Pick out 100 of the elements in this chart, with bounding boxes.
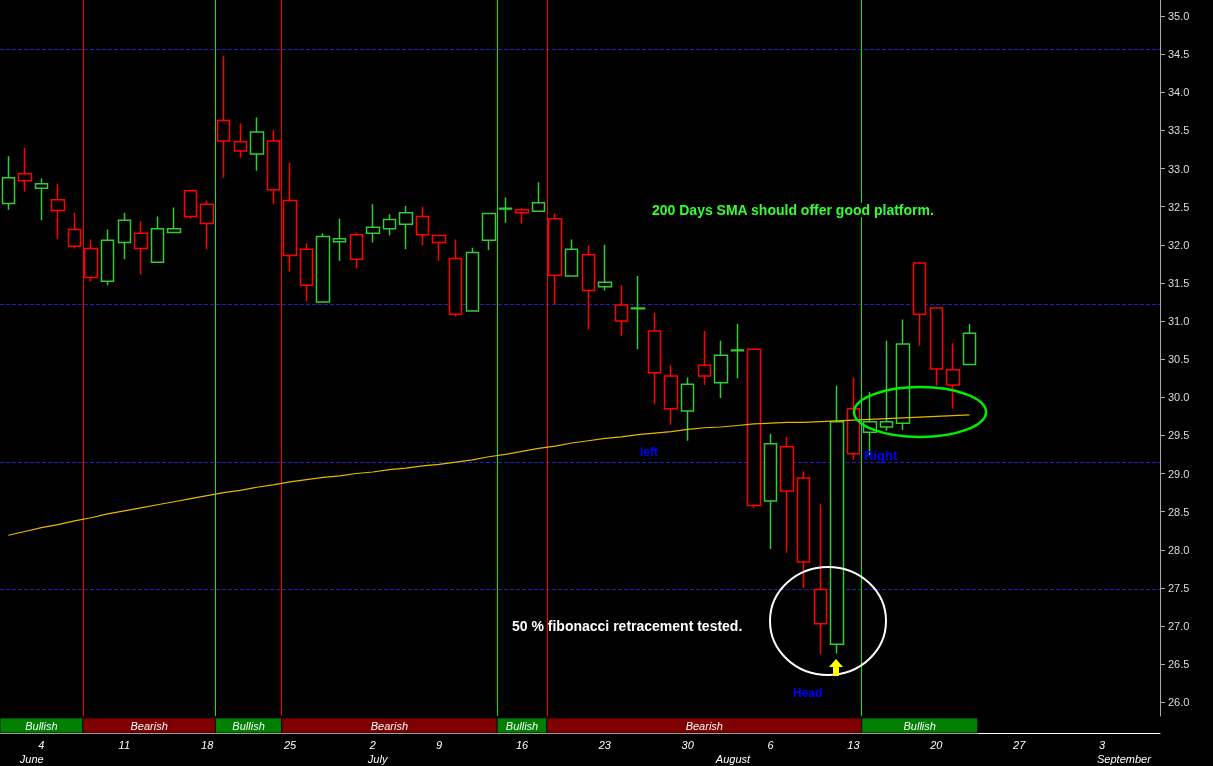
y-tick-label: 35.0 (1168, 10, 1190, 23)
annotation: 50 % fibonacci retracement tested. (512, 618, 743, 634)
candlestick (332, 218, 347, 262)
y-tick-label: 27.0 (1168, 620, 1190, 633)
candlestick (564, 238, 579, 277)
candlestick (50, 183, 66, 240)
candlestick (630, 275, 646, 350)
candlestick (763, 433, 778, 550)
candlestick (498, 196, 513, 224)
x-tick-label: 23 (597, 739, 612, 751)
candlestick (17, 147, 33, 193)
candlestick (349, 231, 364, 270)
candlestick (647, 311, 662, 405)
candlestick (100, 228, 115, 286)
candlestick (614, 284, 629, 338)
candlestick (117, 211, 132, 260)
annotation: Right (864, 448, 898, 463)
candlestick (962, 323, 977, 366)
y-tick-label: 30.0 (1168, 391, 1190, 404)
x-tick-label: 9 (436, 739, 443, 751)
annotation: left (640, 445, 658, 459)
y-tick-label: 31.0 (1168, 315, 1190, 328)
candlestick (150, 215, 165, 264)
text: July (366, 752, 389, 765)
y-tick-label: 30.5 (1168, 353, 1190, 366)
x-tick-label: 16 (515, 739, 529, 751)
y-tick-label: 29.0 (1168, 467, 1190, 480)
x-tick-label: 6 (767, 739, 775, 751)
candlestick (514, 207, 530, 225)
candlestick (133, 220, 149, 276)
candlestick (796, 470, 811, 589)
text: Bullish (505, 719, 539, 732)
y-tick-label: 32.5 (1168, 200, 1190, 213)
y-tick-label: 26.0 (1168, 696, 1190, 709)
x-tick-label: 4 (38, 739, 45, 751)
candlestick (183, 189, 198, 220)
candlestick (481, 211, 497, 251)
candlestick (746, 348, 762, 509)
candlestick (895, 318, 911, 431)
candlestick (233, 122, 248, 159)
y-tick-label: 28.5 (1168, 505, 1190, 518)
candlestick (730, 323, 745, 379)
x-tick-label: 3 (1098, 739, 1106, 751)
candlestick (448, 238, 463, 318)
y-tick-label: 33.5 (1168, 124, 1190, 137)
candlestick (315, 232, 331, 303)
candlestick (945, 342, 961, 410)
y-tick-label: 32.0 (1168, 238, 1190, 251)
x-tick-label: 2 (368, 739, 376, 751)
candlestick (713, 340, 729, 399)
candlestick (912, 261, 927, 347)
candlestick (531, 181, 546, 212)
candlestick (680, 376, 695, 442)
candlestick (398, 205, 414, 251)
candlestick (166, 206, 182, 234)
candlestick (67, 211, 82, 250)
candlestick (299, 242, 314, 302)
candlestick (34, 177, 49, 222)
candlestick (1, 155, 16, 211)
annotation: Head (793, 686, 823, 700)
text: Bearish (685, 719, 723, 732)
candlestick (597, 244, 613, 292)
x-tick-label: 11 (118, 739, 130, 751)
x-tick-label: 30 (681, 739, 695, 751)
text: Bullish (25, 719, 58, 732)
candlestick (581, 244, 596, 331)
text: Bullish (903, 719, 936, 732)
y-tick-label: 28.0 (1168, 543, 1190, 556)
candlestick (829, 385, 845, 655)
candlestick (249, 116, 265, 172)
y-tick-label: 27.5 (1168, 581, 1190, 594)
candlestick (929, 307, 944, 387)
text: August (714, 752, 752, 765)
text: September (1097, 752, 1153, 765)
candlestick (431, 234, 447, 262)
candlestick (415, 205, 430, 247)
candlestick (382, 213, 397, 237)
y-tick-label: 29.5 (1168, 429, 1190, 442)
y-tick-label: 26.5 (1168, 658, 1190, 671)
text: Bullish (232, 719, 265, 732)
candlestick (879, 340, 894, 432)
x-tick-label: 25 (282, 739, 297, 751)
text: Bearish (130, 719, 168, 732)
candlestick (216, 54, 231, 179)
x-tick-label: 18 (201, 739, 215, 751)
text: Bearish (370, 719, 409, 732)
x-tick-label: 20 (929, 739, 944, 751)
y-tick-label: 34.5 (1168, 48, 1190, 61)
candlestick (663, 364, 679, 426)
y-tick-label: 33.0 (1168, 162, 1190, 175)
annotation: 200 Days SMA should offer good platform. (652, 202, 934, 218)
line-series (7, 414, 971, 536)
candlestick (813, 503, 828, 655)
candlestick (779, 436, 795, 554)
candlestick (697, 330, 712, 386)
candlestick (199, 199, 215, 251)
candlestick (465, 247, 480, 312)
y-tick-label: 34.0 (1168, 86, 1190, 99)
text: June (18, 752, 44, 765)
x-tick-label: 27 (1012, 739, 1027, 751)
